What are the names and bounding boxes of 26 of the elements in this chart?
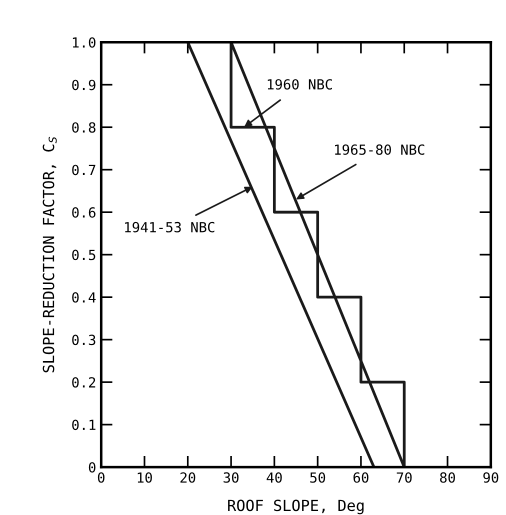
y-tick-label: 0.6 (72, 207, 96, 218)
y-tick-label: 0.3 (72, 334, 96, 346)
y-tick-label: 0.9 (72, 80, 96, 90)
x-tick-label: 80 (440, 472, 455, 483)
x-tick-label: 40 (266, 472, 282, 483)
y-tick-label: 0 (88, 462, 96, 473)
y-tick-label: 0.8 (72, 122, 96, 133)
y-tick-label: 0.5 (72, 250, 96, 260)
x-tick-label: 10 (138, 472, 152, 483)
annotation: 1960 NBC (268, 79, 332, 90)
x-tick-label: 90 (483, 472, 498, 483)
annotation: 1965-80 NBC (335, 144, 424, 155)
x-tick-label: 50 (310, 472, 326, 483)
x-tick-label: 0 (98, 472, 104, 483)
x-tick-label: 20 (180, 472, 196, 483)
x-axis-title: ROOF SLOPE, Deg (228, 500, 364, 514)
y-axis-title: SLOPE-REDUCTION FACTOR, C$_{S}$ (42, 136, 57, 372)
x-tick-label: 30 (224, 472, 239, 483)
y-tick-label: 0.7 (72, 164, 96, 176)
y-tick-label: 0.4 (72, 292, 96, 303)
annotation: 1941-53 NBC (125, 222, 214, 232)
x-tick-label: 70 (396, 472, 412, 483)
y-tick-label: 1.0 (72, 37, 96, 48)
y-tick-label: 0.1 (72, 420, 96, 430)
y-tick-label: 0.2 (72, 377, 96, 388)
x-tick-label: 60 (353, 472, 368, 483)
